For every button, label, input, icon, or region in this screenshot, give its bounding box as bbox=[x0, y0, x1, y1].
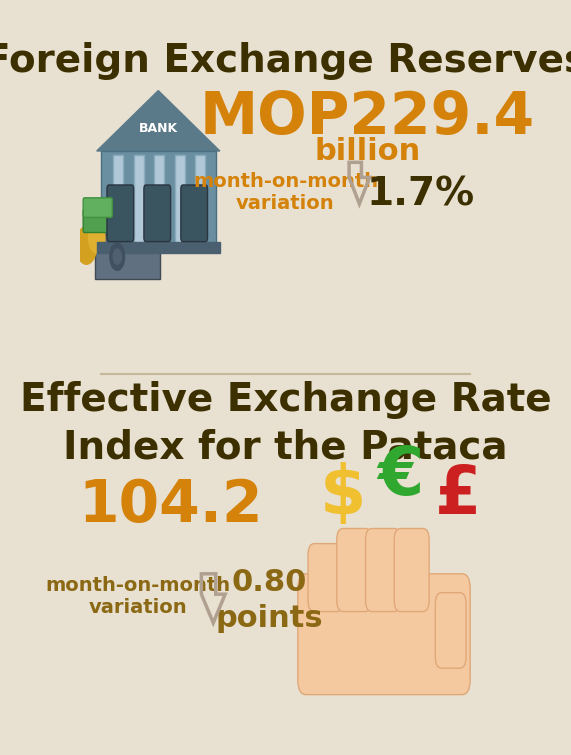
FancyBboxPatch shape bbox=[394, 528, 429, 612]
FancyBboxPatch shape bbox=[337, 528, 372, 612]
Text: 104.2: 104.2 bbox=[78, 477, 263, 535]
Circle shape bbox=[113, 249, 122, 264]
FancyBboxPatch shape bbox=[144, 185, 171, 242]
Text: 0.80
points: 0.80 points bbox=[215, 568, 323, 633]
Text: month-on-month
variation: month-on-month variation bbox=[45, 576, 230, 617]
FancyBboxPatch shape bbox=[298, 574, 470, 695]
FancyBboxPatch shape bbox=[181, 185, 207, 242]
FancyBboxPatch shape bbox=[134, 155, 144, 245]
Circle shape bbox=[110, 243, 124, 270]
Circle shape bbox=[89, 223, 105, 253]
FancyBboxPatch shape bbox=[96, 242, 220, 253]
FancyBboxPatch shape bbox=[365, 528, 400, 612]
Text: 1.7%: 1.7% bbox=[367, 176, 475, 214]
Text: MOP229.4: MOP229.4 bbox=[200, 88, 535, 146]
FancyBboxPatch shape bbox=[175, 155, 185, 245]
Text: £: £ bbox=[435, 461, 481, 528]
FancyBboxPatch shape bbox=[154, 155, 164, 245]
Text: Foreign Exchange Reserves: Foreign Exchange Reserves bbox=[0, 42, 571, 79]
FancyBboxPatch shape bbox=[195, 155, 206, 245]
Text: billion: billion bbox=[315, 137, 421, 165]
FancyBboxPatch shape bbox=[101, 151, 216, 249]
FancyBboxPatch shape bbox=[113, 155, 123, 245]
Polygon shape bbox=[96, 91, 220, 151]
FancyBboxPatch shape bbox=[308, 544, 343, 612]
FancyBboxPatch shape bbox=[83, 198, 112, 217]
Text: month-on-month
variation: month-on-month variation bbox=[193, 172, 378, 213]
FancyBboxPatch shape bbox=[83, 209, 114, 233]
Circle shape bbox=[76, 226, 96, 264]
FancyBboxPatch shape bbox=[107, 185, 134, 242]
Text: Effective Exchange Rate
Index for the Pataca: Effective Exchange Rate Index for the Pa… bbox=[19, 381, 552, 467]
Text: BANK: BANK bbox=[139, 122, 178, 135]
Text: €: € bbox=[377, 442, 424, 509]
Text: $: $ bbox=[320, 461, 366, 528]
FancyBboxPatch shape bbox=[435, 593, 466, 668]
FancyBboxPatch shape bbox=[95, 234, 160, 279]
